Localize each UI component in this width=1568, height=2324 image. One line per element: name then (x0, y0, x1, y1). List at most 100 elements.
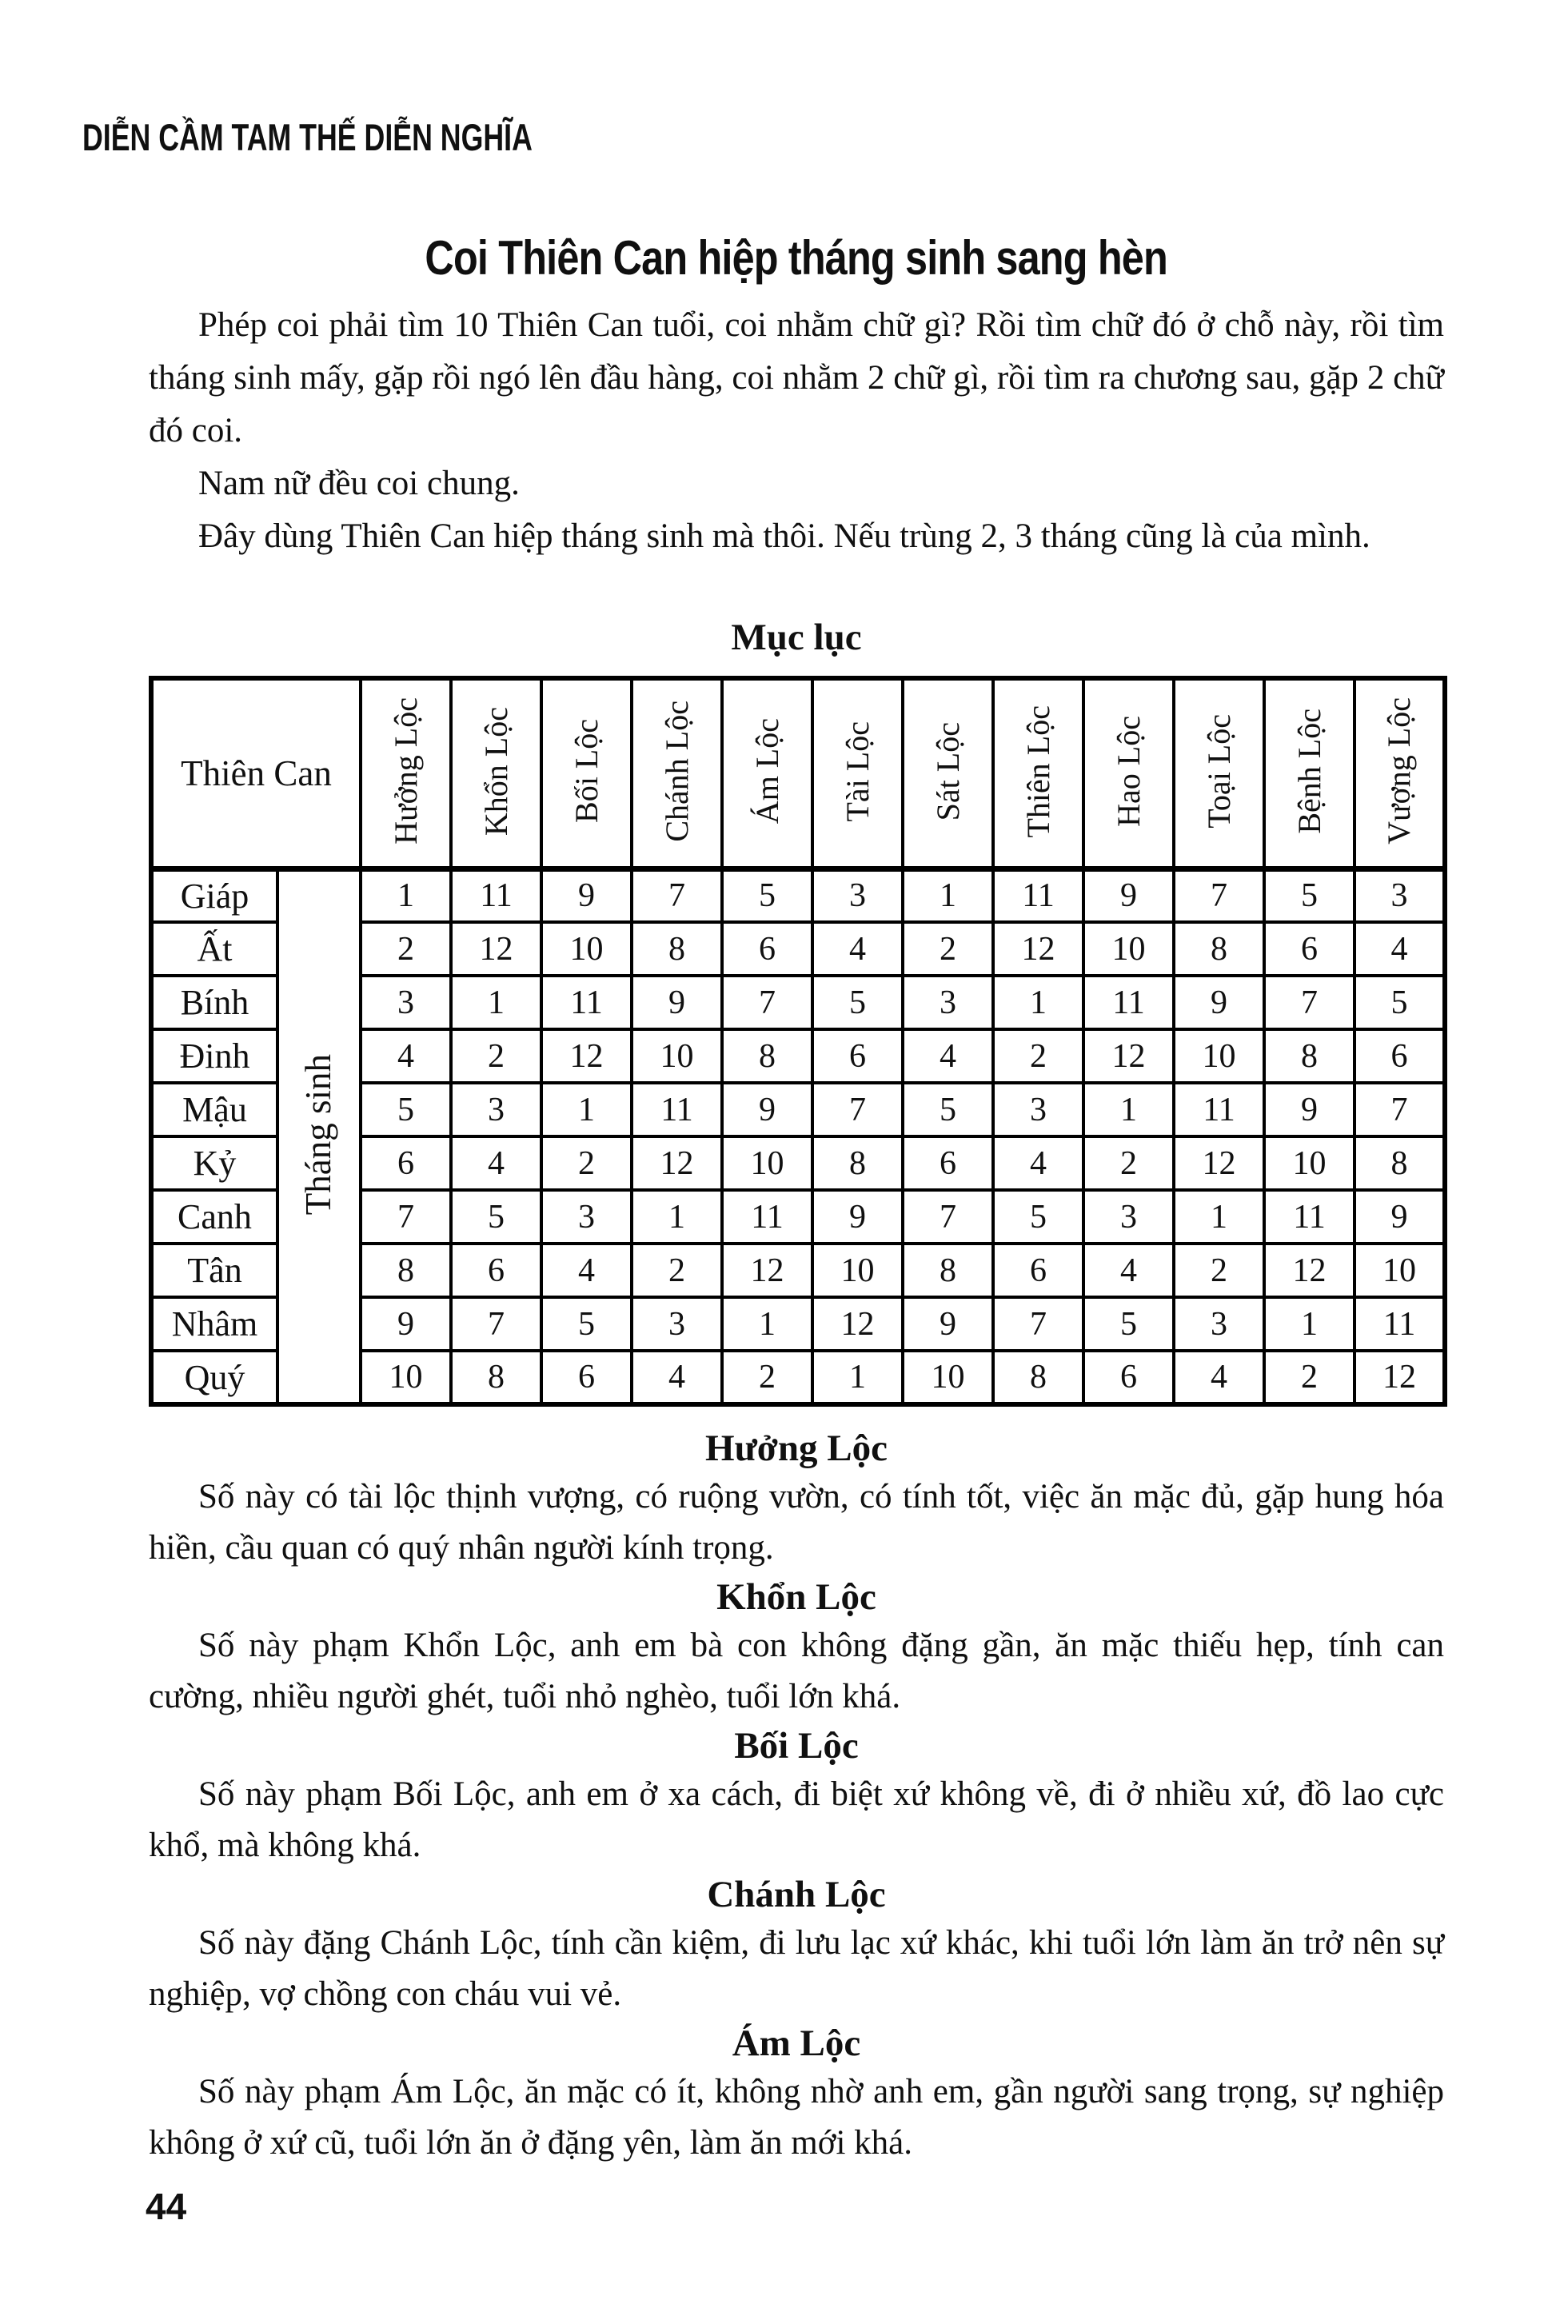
page-title-text: Coi Thiên Can hiệp tháng sinh sang hèn (425, 231, 1168, 285)
column-header-label: Chánh Lộc (658, 700, 695, 842)
section-heading: Bối Lộc (734, 1725, 859, 1767)
loc-section: Bối Lộc Số này phạm Bối Lộc, anh em ở xa … (149, 1723, 1444, 1871)
month-value-cell: 1 (359, 867, 453, 924)
month-value-cell: 5 (1082, 1296, 1175, 1352)
column-header-label: Hao Lộc (1110, 715, 1147, 827)
thien-can-table: Thiên Can Hưởng Lộc Khổn Lộc Bối Lộc Chánh … (149, 676, 1447, 1407)
month-value-cell: 9 (720, 1081, 814, 1138)
month-value-cell: 3 (1172, 1296, 1266, 1352)
month-value-cell: 3 (901, 974, 995, 1031)
column-header-cell: Chánh Lộc (630, 677, 724, 872)
month-value-cell: 10 (1172, 1028, 1266, 1084)
loc-section: Khổn Lộc Số này phạm Khổn Lộc, anh em bà … (149, 1574, 1444, 1723)
month-value-cell: 1 (1082, 1081, 1175, 1138)
month-value-cell: 7 (901, 1188, 995, 1245)
column-header-label: Sát Lộc (929, 721, 966, 821)
month-value-cell: 4 (359, 1028, 453, 1084)
month-value-cell: 10 (811, 1242, 904, 1299)
month-value-cell: 10 (359, 1349, 453, 1406)
month-value-cell: 7 (1353, 1081, 1446, 1138)
column-header-cell: Toại Lộc (1172, 677, 1266, 872)
column-header-cell: Ám Lộc (720, 677, 814, 872)
column-header-cell: Sát Lộc (901, 677, 995, 872)
month-value-cell: 9 (1082, 867, 1175, 924)
month-value-cell: 12 (991, 920, 1085, 977)
running-header-text: DIỄN CẦM TAM THẾ DIỄN NGHĨA (82, 116, 533, 158)
month-value-cell: 5 (1353, 974, 1446, 1031)
loc-section: Hưởng Lộc Số này có tài lộc thịnh vượng, … (149, 1425, 1444, 1574)
page-number: 44 (146, 2186, 187, 2227)
month-value-cell: 6 (359, 1135, 453, 1192)
month-value-cell: 4 (1172, 1349, 1266, 1406)
month-value-cell: 2 (720, 1349, 814, 1406)
column-header-label: Bệnh Lộc (1291, 708, 1327, 834)
section-paragraph: Số này phạm Bối Lộc, anh em ở xa cách, đ… (149, 1775, 1444, 1864)
month-value-cell: 12 (1172, 1135, 1266, 1192)
month-value-cell: 10 (720, 1135, 814, 1192)
month-value-cell: 5 (540, 1296, 633, 1352)
month-value-cell: 1 (630, 1188, 724, 1245)
month-value-cell: 4 (449, 1135, 543, 1192)
month-value-cell: 1 (1172, 1188, 1266, 1245)
table-row: Bính 3 1 11 9 7 5 3 1 11 9 7 5 (150, 974, 1446, 1031)
column-header-cell: Vượng Lộc (1353, 677, 1446, 872)
month-value-cell: 4 (1082, 1242, 1175, 1299)
column-header-label: Ám Lộc (748, 718, 785, 825)
month-value-cell: 10 (630, 1028, 724, 1084)
month-value-cell: 7 (1172, 867, 1266, 924)
column-header-label: Vượng Lộc (1381, 697, 1417, 845)
month-value-cell: 11 (991, 867, 1085, 924)
month-value-cell: 8 (1353, 1135, 1446, 1192)
month-value-cell: 11 (540, 974, 633, 1031)
month-value-cell: 7 (359, 1188, 453, 1245)
month-value-cell: 12 (811, 1296, 904, 1352)
month-value-cell: 1 (811, 1349, 904, 1406)
column-header-cell: Hao Lộc (1082, 677, 1175, 872)
month-value-cell: 8 (991, 1349, 1085, 1406)
month-value-cell: 5 (359, 1081, 453, 1138)
column-header-cell: Khổn Lộc (449, 677, 543, 872)
month-value-cell: 1 (901, 867, 995, 924)
column-header-label: Bối Lộc (568, 719, 604, 824)
month-value-cell: 1 (540, 1081, 633, 1138)
month-value-cell: 2 (1172, 1242, 1266, 1299)
month-value-cell: 9 (1263, 1081, 1356, 1138)
section-heading: Chánh Lộc (707, 1874, 886, 1915)
column-header-cell: Thiên Lộc (991, 677, 1085, 872)
section-paragraph: Số này có tài lộc thịnh vượng, có ruộng … (149, 1478, 1444, 1567)
month-value-cell: 7 (811, 1081, 904, 1138)
month-value-cell: 12 (449, 920, 543, 977)
month-value-cell: 12 (630, 1135, 724, 1192)
month-value-cell: 11 (1172, 1081, 1266, 1138)
month-value-cell: 10 (1082, 920, 1175, 977)
month-value-cell: 1 (720, 1296, 814, 1352)
section-paragraph: Số này phạm Khổn Lộc, anh em bà con khôn… (149, 1627, 1444, 1715)
month-value-cell: 2 (449, 1028, 543, 1084)
month-value-cell: 8 (1263, 1028, 1356, 1084)
month-value-cell: 4 (540, 1242, 633, 1299)
section-heading: Hưởng Lộc (705, 1428, 888, 1469)
table-caption: Mục lục (731, 617, 862, 658)
month-value-cell: 12 (1263, 1242, 1356, 1299)
column-header-cell: Bệnh Lộc (1263, 677, 1356, 872)
month-value-cell: 9 (359, 1296, 453, 1352)
intro-paragraph: Đây dùng Thiên Can hiệp tháng sinh mà th… (198, 517, 1371, 555)
column-header-cell: Tài Lộc (811, 677, 904, 872)
can-name-cell: Tân (150, 1242, 279, 1299)
month-value-cell: 2 (1082, 1135, 1175, 1192)
month-value-cell: 10 (901, 1349, 995, 1406)
month-value-cell: 10 (540, 920, 633, 977)
month-value-cell: 6 (540, 1349, 633, 1406)
can-name-cell: Quý (150, 1349, 279, 1406)
sections: Hưởng Lộc Số này có tài lộc thịnh vượng, … (149, 1425, 1444, 2169)
table-body: Giáp Tháng sinh 1 11 9 7 5 3 1 11 9 7 5 3 Ất 2 12 10 8 6 4 2 1… (150, 867, 1446, 1406)
month-value-cell: 8 (449, 1349, 543, 1406)
can-name-cell: Canh (150, 1188, 279, 1245)
month-value-cell: 5 (991, 1188, 1085, 1245)
table-row: Đinh 4 2 12 10 8 6 4 2 12 10 8 6 (150, 1028, 1446, 1084)
month-value-cell: 9 (901, 1296, 995, 1352)
loc-section: Ám Lộc Số này phạm Ám Lộc, ăn mặc có ít, … (149, 2020, 1444, 2169)
month-value-cell: 2 (359, 920, 453, 977)
month-value-cell: 10 (1263, 1135, 1356, 1192)
page-title: Coi Thiên Can hiệp tháng sinh sang hèn (149, 230, 1444, 286)
